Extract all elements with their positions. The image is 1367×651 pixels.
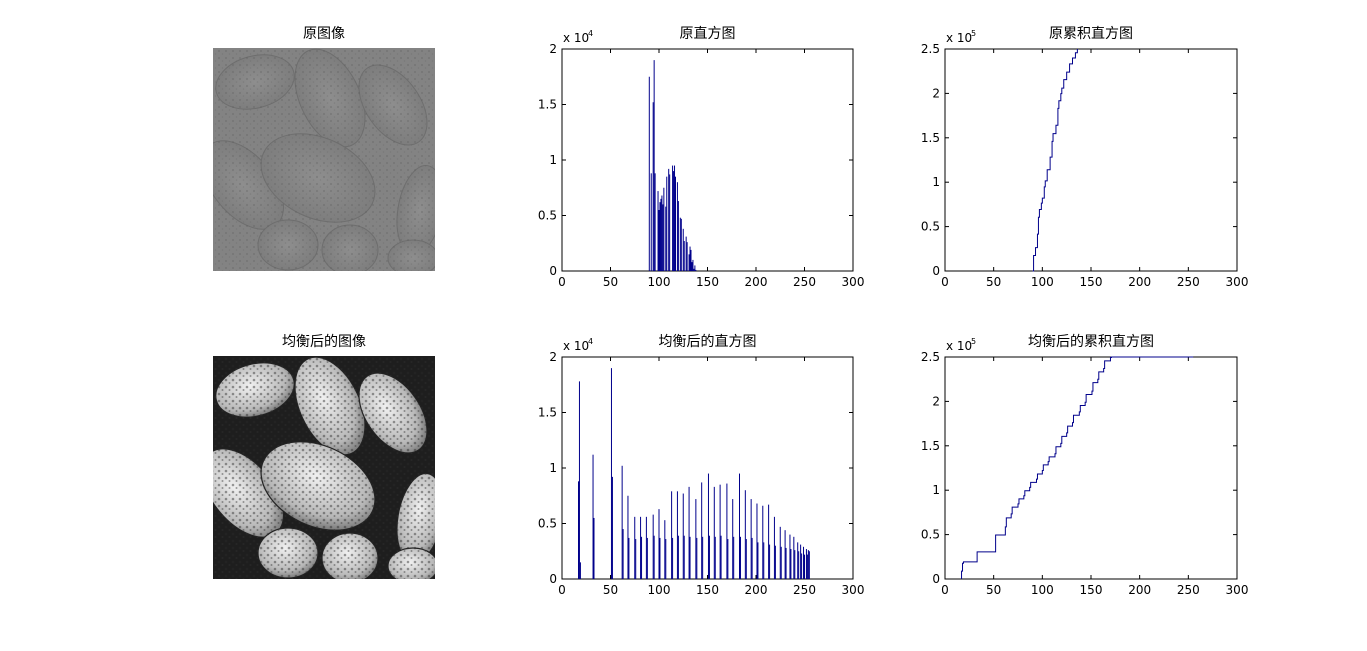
y-exponent-power: 4 xyxy=(588,29,593,38)
y-tick-label: 2 xyxy=(932,86,940,100)
y-tick-label: 2.5 xyxy=(921,42,940,56)
plot-frame xyxy=(944,356,1238,580)
x-tick-label: 50 xyxy=(986,275,1001,289)
y-tick-label: 1 xyxy=(549,153,557,167)
y-tick-label: 2 xyxy=(932,394,940,408)
x-tick-label: 300 xyxy=(1226,583,1249,597)
y-tick-label: 0.5 xyxy=(538,517,557,531)
x-tick-label: 100 xyxy=(648,275,671,289)
y-tick-label: 1 xyxy=(932,175,940,189)
x-tick-label: 250 xyxy=(1177,583,1200,597)
y-tick-label: 1.5 xyxy=(921,439,940,453)
x-tick-label: 250 xyxy=(793,275,816,289)
equalized-image-title: 均衡后的图像 xyxy=(282,334,366,350)
y-exponent-power: 4 xyxy=(588,337,593,346)
y-tick-label: 0 xyxy=(932,264,940,278)
x-tick-label: 300 xyxy=(1226,275,1249,289)
x-tick-label: 0 xyxy=(941,583,949,597)
y-tick-label: 2.5 xyxy=(921,350,940,364)
y-tick-label: 0 xyxy=(932,572,940,586)
y-tick-label: 1.5 xyxy=(538,98,557,112)
x-tick-label: 250 xyxy=(793,583,816,597)
chart-title: 均衡后的累积直方图 xyxy=(1028,333,1154,350)
plot-frame xyxy=(944,48,1238,272)
equalized-image xyxy=(213,356,435,579)
x-tick-label: 50 xyxy=(603,275,618,289)
cumulative-line xyxy=(1032,49,1078,272)
equalized-histogram-chart: 均衡后的直方图 0 50 100 150 200 250 300 0 0.5 1 1.5 2 x 104 xyxy=(538,333,865,597)
y-tick-label: 1.5 xyxy=(921,131,940,145)
y-tick-label: 2 xyxy=(549,350,557,364)
x-tick-label: 150 xyxy=(696,275,719,289)
y-tick-label: 1 xyxy=(549,461,557,475)
original-image-panel: 原图像 xyxy=(213,26,435,271)
x-tick-label: 0 xyxy=(558,583,566,597)
x-tick-label: 200 xyxy=(745,583,768,597)
chart-title: 原累积直方图 xyxy=(1049,25,1133,42)
x-tick-label: 50 xyxy=(986,583,1001,597)
original-histogram-chart: 原直方图 0 50 100 150 200 250 300 0 0.5 1 1.5 2 x 104 xyxy=(538,25,865,289)
x-tick-label: 300 xyxy=(842,275,865,289)
x-tick-label: 200 xyxy=(745,275,768,289)
x-tick-label: 150 xyxy=(1080,275,1103,289)
x-tick-label: 200 xyxy=(1128,275,1151,289)
y-tick-label: 1.5 xyxy=(538,406,557,420)
x-tick-label: 100 xyxy=(648,583,671,597)
y-exponent-label: x 10 xyxy=(563,31,589,45)
y-exponent-power: 5 xyxy=(971,29,976,38)
y-exponent-label: x 10 xyxy=(563,339,589,353)
x-tick-label: 0 xyxy=(941,275,949,289)
original-image xyxy=(213,48,435,271)
chart-title: 原直方图 xyxy=(680,25,736,42)
y-exponent-power: 5 xyxy=(971,337,976,346)
x-tick-label: 100 xyxy=(1031,275,1054,289)
x-tick-label: 100 xyxy=(1031,583,1054,597)
y-tick-label: 0.5 xyxy=(921,220,940,234)
cumulative-line xyxy=(961,356,1194,579)
x-tick-label: 150 xyxy=(696,583,719,597)
y-tick-label: 0.5 xyxy=(538,209,557,223)
original-image-title: 原图像 xyxy=(303,26,345,42)
x-tick-label: 0 xyxy=(558,275,566,289)
y-tick-label: 0 xyxy=(549,264,557,278)
y-tick-label: 0 xyxy=(549,572,557,586)
equalized-cumulative-histogram-chart: 均衡后的累积直方图 0 50 100 150 200 250 300 0 0.5 1 1.5 2 2.5 x… xyxy=(921,333,1249,597)
y-exponent-label: x 10 xyxy=(946,31,972,45)
y-tick-label: 2 xyxy=(549,42,557,56)
x-tick-label: 150 xyxy=(1080,583,1103,597)
plot-frame xyxy=(561,356,854,580)
y-tick-label: 1 xyxy=(932,483,940,497)
plot-frame xyxy=(561,48,854,272)
x-tick-label: 300 xyxy=(842,583,865,597)
chart-title: 均衡后的直方图 xyxy=(659,333,757,350)
x-tick-label: 50 xyxy=(603,583,618,597)
y-exponent-label: x 10 xyxy=(946,339,972,353)
equalized-image-panel: 均衡后的图像 xyxy=(213,334,435,579)
x-tick-label: 250 xyxy=(1177,275,1200,289)
original-cumulative-histogram-chart: 原累积直方图 0 50 100 150 200 250 300 0 0.5 1 1.5 2 2.5 x 10… xyxy=(921,25,1249,289)
y-tick-label: 0.5 xyxy=(921,528,940,542)
x-tick-label: 200 xyxy=(1128,583,1151,597)
